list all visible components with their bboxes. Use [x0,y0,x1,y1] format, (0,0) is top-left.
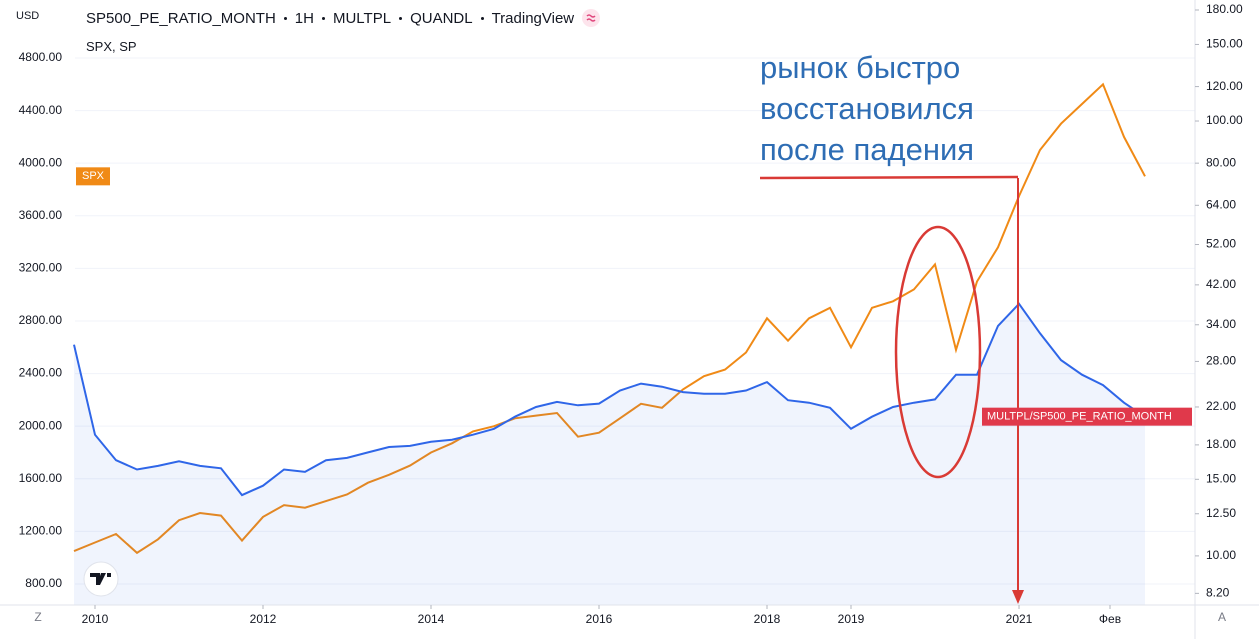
y-tick-label: 1200.00 [19,524,63,538]
title-part: MULTPL [332,9,392,27]
y2-tick-label: 180.00 [1206,2,1243,16]
x-tick-label: 2016 [586,612,613,626]
separator [283,16,287,20]
overlay-label: SPX, SP [86,39,137,54]
y-tick-label: 4000.00 [19,155,63,169]
separator [321,16,325,20]
annotation-line [759,175,1019,180]
series-tag-label: MULTPL/SP500_PE_RATIO_MONTH [987,411,1172,423]
y-tick-label: 4400.00 [19,103,63,117]
y2-tick-label: 120.00 [1206,79,1243,93]
y2-tick-label: 34.00 [1206,317,1236,331]
y-tick-label: 800.00 [25,576,62,590]
separator [480,16,484,20]
annotation-text: восстановился [760,91,974,126]
button-label[interactable]: A [1218,610,1226,624]
annotation-text: после падения [760,132,974,167]
annotation-text: рынок быстро [760,50,960,85]
arrow-head [1012,590,1024,604]
series-tag [76,167,110,186]
y2-tick-label: 100.00 [1206,113,1243,127]
y2-tick-label: 64.00 [1206,197,1236,211]
series-area [73,303,1146,605]
y2-tick-label: 15.00 [1206,471,1236,485]
x-tick-label: 2012 [250,612,277,626]
x-tick-label: 2018 [754,612,781,626]
separator [399,16,403,20]
series-line [73,82,1146,555]
y2-tick-label: 150.00 [1206,37,1243,51]
y-tick-label: 3200.00 [19,261,63,275]
x-tick-label: 2019 [838,612,865,626]
x-tick-label: 2010 [82,612,109,626]
x-tick-label: Фев [1099,612,1121,626]
y2-tick-label: 80.00 [1206,155,1236,169]
header: SP500_PE_RATIO_MONTH 1H MULTPL QUANDL Tr… [86,9,601,27]
y-tick-label: 2000.00 [19,418,63,432]
series-tag [982,407,1192,426]
data-icon[interactable] [582,9,601,27]
y2-tick-label: 12.50 [1206,506,1236,520]
x-tick-label: 2021 [1006,612,1033,626]
y-tick-label: 2400.00 [19,366,63,380]
title-part: QUANDL [410,9,473,27]
y2-tick-label: 10.00 [1206,548,1236,562]
y-tick-label: 3600.00 [19,208,63,222]
y2-tick-label: 52.00 [1206,237,1236,251]
series-tag-label: SPX [82,170,105,182]
y2-tick-label: 22.00 [1206,399,1236,413]
highlight-ellipse [894,225,982,479]
y2-tick-label: 18.00 [1206,437,1236,451]
y-tick-label: 1600.00 [19,471,63,485]
title-part: TradingView [491,9,575,27]
y-tick-label: 2800.00 [19,313,63,327]
y-tick-label: 4800.00 [19,50,63,64]
series-line [73,302,1146,497]
y-unit: USD [16,10,39,22]
y2-tick-label: 28.00 [1206,354,1236,368]
x-tick-label: 2014 [418,612,445,626]
title-part: 1H [294,9,314,27]
button-label[interactable]: Z [34,610,41,624]
y2-tick-label: 42.00 [1206,277,1236,291]
tv-logo [83,561,119,597]
title-part: SP500_PE_RATIO_MONTH [86,9,276,27]
y2-tick-label: 8.20 [1206,586,1230,600]
